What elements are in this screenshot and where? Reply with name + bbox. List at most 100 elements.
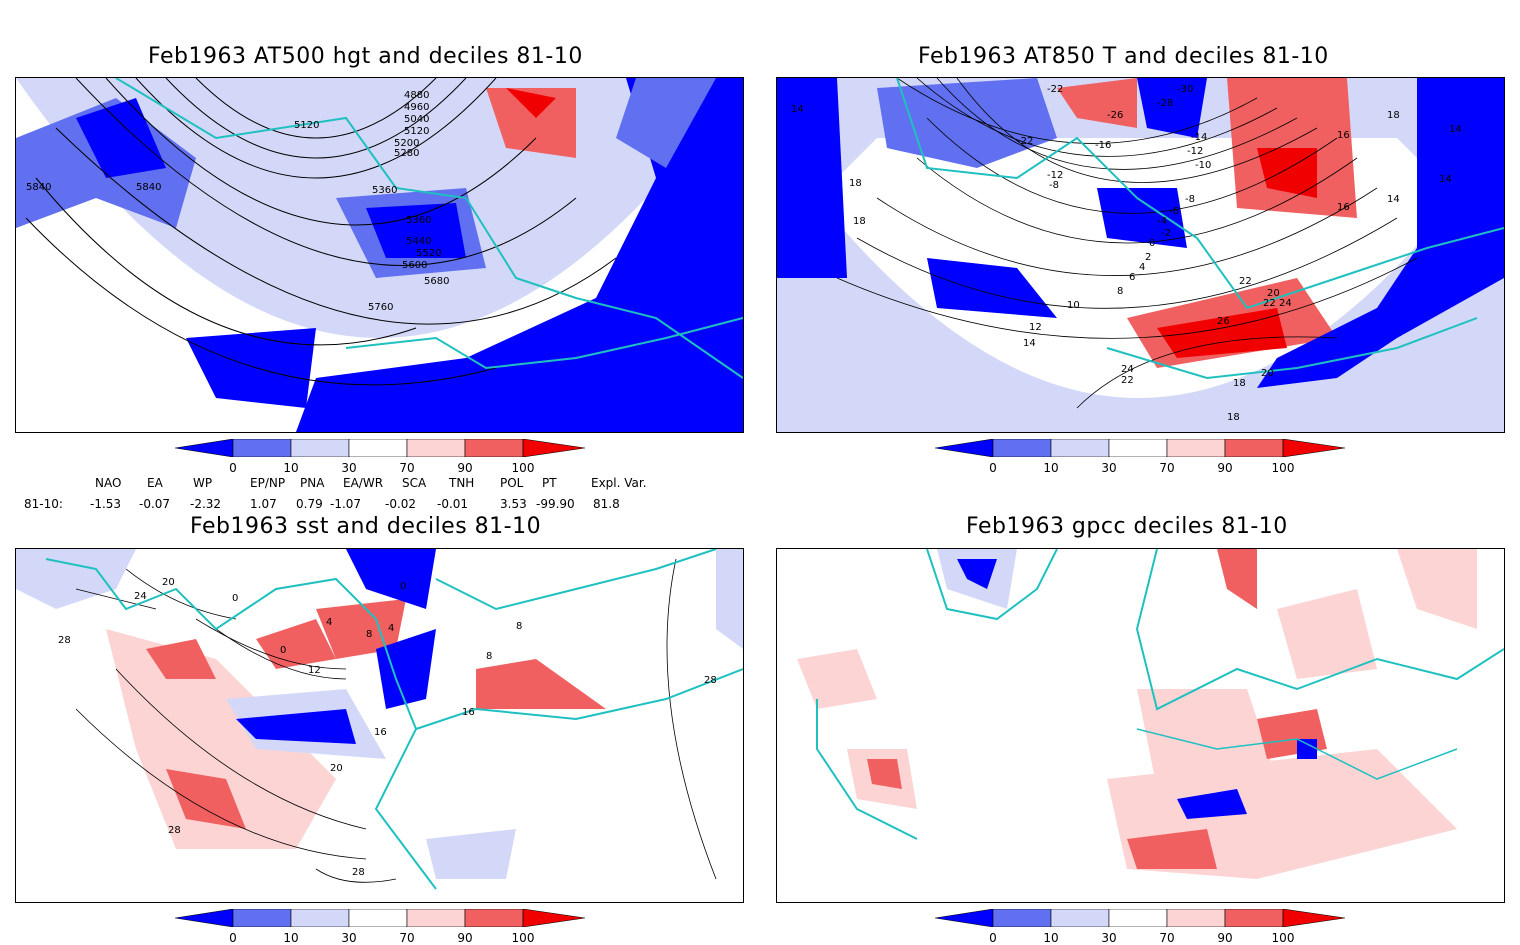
contour-label: 22 [1239,276,1252,287]
colorbar-label: 100 [1271,461,1295,475]
contour-label: 4880 [404,90,429,101]
colorbar-label: 90 [1217,461,1233,475]
colorbar-label: 30 [1101,461,1117,475]
contour-label: 8 [366,629,372,640]
contour-label: -8 [1185,194,1195,205]
contour-label: -10 [1195,160,1211,171]
colorbar-2: 0 10 30 70 90 100 [934,438,1346,475]
contour-label: 16 [462,707,475,718]
colorbar-label: 100 [1271,931,1295,945]
index-value: -0.02 [385,497,417,511]
contour-label: 20 [330,763,343,774]
contour-label: 5200 [394,138,419,149]
index-value: -1.53 [90,497,122,511]
contour-label: 5760 [368,302,393,313]
index-value: -0.01 [437,497,469,511]
contour-label: 5120 [294,120,319,131]
title-hgt500: Feb1963 AT500 hgt and deciles 81-10 [148,44,583,69]
contour-label: 4960 [404,102,429,113]
contour-label: 8 [1117,286,1123,297]
contour-label: 16 [1337,202,1350,213]
colorbar-label: 90 [457,461,473,475]
index-header: WP [193,476,213,490]
colorbar-label: 70 [399,461,415,475]
contour-label: 4 [388,623,394,634]
index-value: -1.07 [330,497,362,511]
index-header: EA [147,476,163,490]
contour-label: 4 [1139,262,1145,273]
contour-label: 28 [168,825,181,836]
contour-label: -22 [1047,84,1063,95]
contour-label: 14 [1387,194,1400,205]
contour-label: 18 [1387,110,1400,121]
contour-label: -22 [1017,136,1033,147]
colorbar-label: 70 [399,931,415,945]
contour-label: -12 [1047,170,1063,181]
contour-label: -16 [1095,140,1111,151]
contour-label: 24 [1279,298,1292,309]
contour-label: 14 [1449,124,1462,135]
index-value: 1.07 [250,497,277,511]
contour-label: 24 [1121,364,1134,375]
contour-label: 28 [58,635,71,646]
contour-label: 12 [308,665,321,676]
contour-label: 18 [1233,378,1246,389]
contour-label: -8 [1049,180,1059,191]
title-gpcc: Feb1963 gpcc deciles 81-10 [966,514,1288,539]
contour-label: 16 [374,727,387,738]
contour-label: 24 [134,591,147,602]
contour-label: 0 [1149,238,1155,249]
colorbar-label: 10 [283,461,299,475]
colorbar-label: 30 [341,461,357,475]
colorbar-4: 0 10 30 70 90 100 [934,908,1346,945]
contour-label: 5600 [402,260,427,271]
index-table: NAO EA WP EP/NP PNA EA/WR SCA TNH POL PT… [0,476,760,512]
index-value: 81.8 [593,497,620,511]
index-header: Expl. Var. [591,476,647,490]
contour-label: 5840 [26,182,51,193]
contour-label: 6 [1129,272,1135,283]
contour-label: -14 [1191,132,1207,143]
title-t850: Feb1963 AT850 T and deciles 81-10 [918,44,1329,69]
contour-label: 5360 [372,185,397,196]
colorbar-label: 0 [989,461,997,475]
contour-label: 5280 [394,148,419,159]
contour-label: 14 [1439,174,1452,185]
contour-label: -26 [1107,110,1123,121]
contour-label: 14 [1023,338,1036,349]
index-header: SCA [402,476,427,490]
index-row-label: 81-10: [24,497,63,511]
contour-label: 26 [1217,316,1230,327]
colorbar-label: 0 [229,461,237,475]
map-gpcc [776,548,1505,903]
contour-label: 5840 [136,182,161,193]
contour-label: 0 [280,645,286,656]
colorbar-label: 0 [229,931,237,945]
contour-label: 28 [352,867,365,878]
contour-label: 18 [1227,412,1240,423]
index-header: TNH [449,476,475,490]
colorbar-label: 90 [457,931,473,945]
index-header: NAO [95,476,122,490]
colorbar-3: 0 10 30 70 90 100 [174,908,586,945]
contour-label: 0 [232,593,238,604]
index-value: 0.79 [296,497,323,511]
colorbar-label: 10 [1043,931,1059,945]
contour-label: 20 [1267,288,1280,299]
colorbar-label: 70 [1159,461,1175,475]
contour-label: 20 [1261,368,1274,379]
contour-label: 5520 [416,248,441,259]
colorbar-label: 100 [511,461,535,475]
contour-label: 4 [326,617,332,628]
contour-label: -30 [1177,84,1193,95]
contour-label: 18 [853,216,866,227]
index-header: PNA [300,476,325,490]
contour-label: 5120 [404,126,429,137]
colorbar-label: 10 [1043,461,1059,475]
contour-label: -6 [1169,206,1179,217]
contour-label: -12 [1187,146,1203,157]
contour-label: -4 [1157,216,1167,227]
colorbar-label: 90 [1217,931,1233,945]
contour-label: 8 [486,651,492,662]
contour-label: 22 [1263,298,1276,309]
